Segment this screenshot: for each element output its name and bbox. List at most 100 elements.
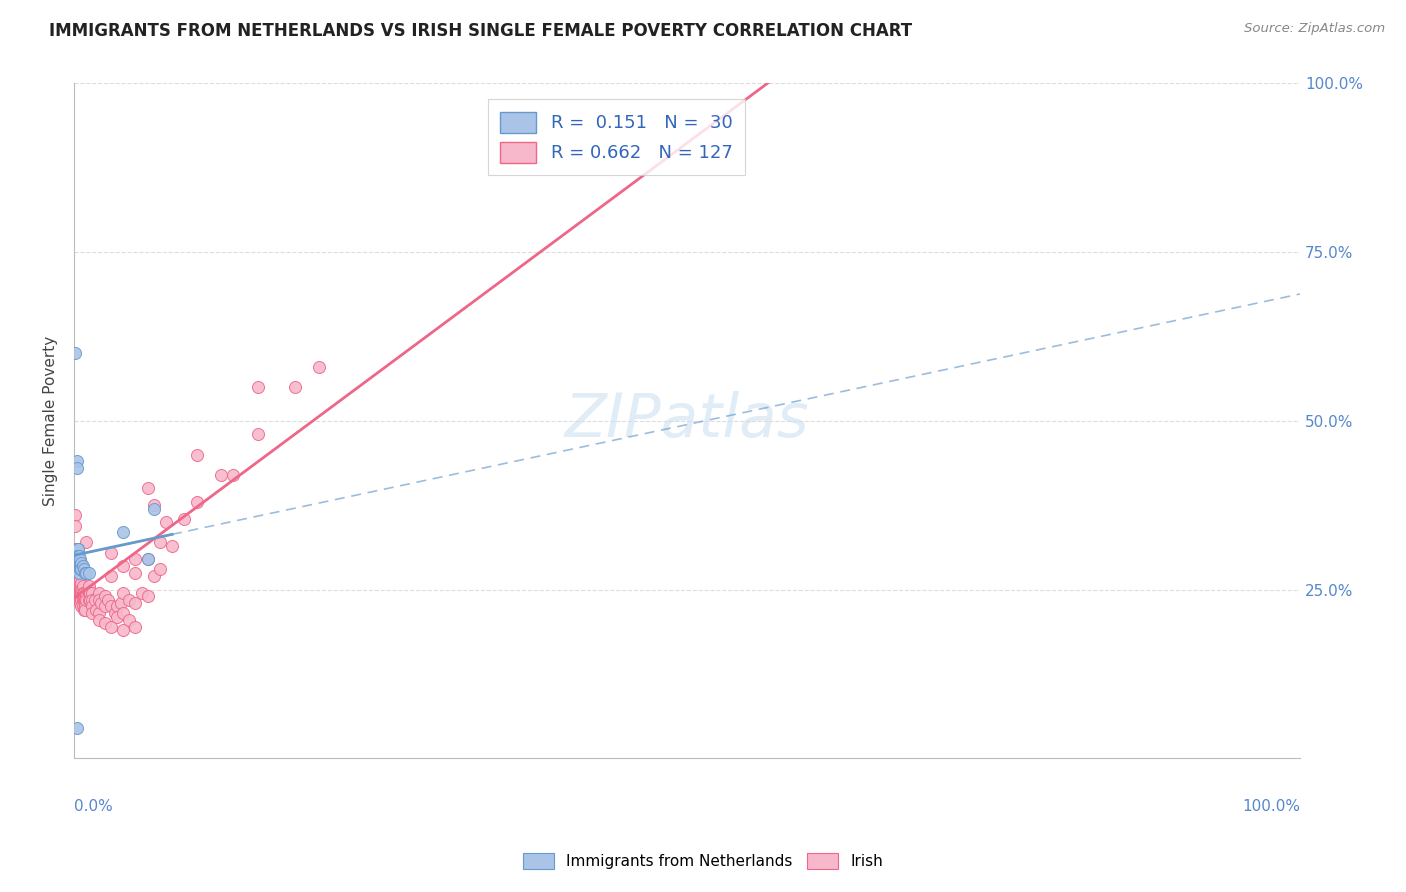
Point [142, 501, 165, 516]
Point [67, 579, 90, 593]
Point [72, 599, 94, 614]
Point [142, 498, 165, 512]
Point [65, 566, 87, 580]
Point [72, 559, 94, 574]
Point [73, 586, 96, 600]
Point [100, 569, 122, 583]
Point [79, 592, 101, 607]
Point [186, 495, 208, 509]
Point [149, 535, 172, 549]
Point [69, 573, 91, 587]
Point [67, 575, 90, 590]
Point [82, 599, 104, 614]
Point [65, 508, 87, 523]
Point [87, 586, 110, 600]
Point [67, 549, 90, 563]
Point [65, 582, 87, 597]
Point [66, 586, 89, 600]
Point [69, 552, 91, 566]
Point [72, 590, 94, 604]
Point [66, 542, 89, 557]
Point [75, 535, 97, 549]
Point [65, 549, 87, 563]
Point [124, 552, 146, 566]
Point [70, 575, 93, 590]
Point [69, 596, 91, 610]
Point [87, 613, 110, 627]
Point [69, 579, 91, 593]
Point [70, 562, 93, 576]
Point [70, 592, 93, 607]
Point [75, 592, 97, 607]
Point [155, 515, 177, 529]
Point [66, 556, 89, 570]
Point [66, 556, 89, 570]
Text: ZIPatlas: ZIPatlas [565, 392, 810, 450]
Point [246, 380, 269, 394]
Text: Source: ZipAtlas.com: Source: ZipAtlas.com [1244, 22, 1385, 36]
Point [66, 542, 89, 557]
Point [66, 562, 89, 576]
Point [112, 525, 135, 540]
Point [69, 562, 91, 576]
Point [69, 569, 91, 583]
Point [77, 579, 100, 593]
Point [77, 592, 100, 607]
Point [82, 606, 104, 620]
Point [142, 569, 165, 583]
Point [65, 542, 87, 557]
Point [136, 482, 159, 496]
Point [82, 586, 104, 600]
Point [67, 566, 90, 580]
Point [69, 590, 91, 604]
Point [69, 592, 91, 607]
Point [100, 545, 122, 559]
Point [136, 552, 159, 566]
Point [65, 552, 87, 566]
Point [112, 623, 135, 637]
Point [73, 592, 96, 607]
Point [67, 573, 90, 587]
Point [149, 562, 172, 576]
Text: IMMIGRANTS FROM NETHERLANDS VS IRISH SINGLE FEMALE POVERTY CORRELATION CHART: IMMIGRANTS FROM NETHERLANDS VS IRISH SIN… [49, 22, 912, 40]
Point [77, 586, 100, 600]
Point [65, 569, 87, 583]
Point [66, 590, 89, 604]
Point [118, 592, 141, 607]
Point [136, 590, 159, 604]
Point [65, 559, 87, 574]
Point [65, 562, 87, 576]
Point [67, 559, 90, 574]
Point [110, 596, 132, 610]
Point [65, 721, 87, 735]
Point [67, 590, 90, 604]
Point [79, 586, 101, 600]
Point [66, 549, 89, 563]
Point [70, 590, 93, 604]
Point [67, 559, 90, 574]
Point [66, 582, 89, 597]
Point [65, 461, 87, 475]
Point [75, 566, 97, 580]
Point [284, 380, 307, 394]
Point [65, 559, 87, 574]
Point [73, 562, 96, 576]
Point [65, 573, 87, 587]
Point [66, 575, 89, 590]
Point [67, 586, 90, 600]
Point [186, 448, 208, 462]
Point [308, 359, 330, 374]
Point [66, 549, 89, 563]
Point [222, 467, 245, 482]
Point [75, 586, 97, 600]
Point [67, 592, 90, 607]
Point [77, 566, 100, 580]
Point [67, 552, 90, 566]
Point [65, 549, 87, 563]
Text: 100.0%: 100.0% [1241, 799, 1301, 814]
Point [66, 552, 89, 566]
Point [75, 566, 97, 580]
Point [69, 559, 91, 574]
Point [112, 606, 135, 620]
Point [93, 616, 115, 631]
